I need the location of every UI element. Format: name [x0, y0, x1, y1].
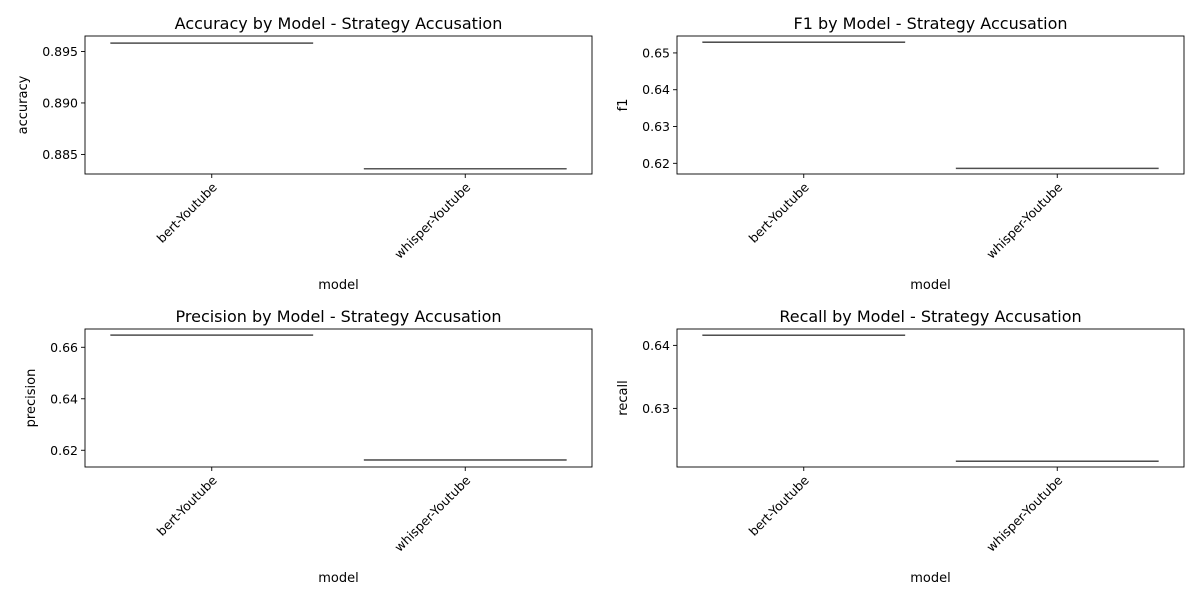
x-tick-label: bert-Youtube [746, 179, 812, 245]
panel-title: Recall by Model - Strategy Accusation [779, 307, 1081, 326]
plot-frame [676, 328, 1185, 468]
panel-title: Accuracy by Model - Strategy Accusation [175, 14, 503, 33]
y-ticks: 0.62 0.63 0.64 0.65 [642, 45, 677, 171]
boxes [702, 334, 1159, 463]
plot-frame [84, 35, 593, 175]
x-axis-label: model [910, 571, 950, 586]
y-ticks: 0.63 0.64 [642, 338, 677, 416]
y-axis-label: accuracy [16, 75, 31, 134]
x-ticks: bert-Youtube whisper-Youtube [154, 467, 474, 555]
x-axis-label: model [318, 571, 358, 586]
x-axis-label: model [318, 278, 358, 293]
y-axis-label: f1 [616, 99, 631, 112]
x-ticks: bert-Youtube whisper-Youtube [746, 174, 1066, 262]
y-axis-label: recall [616, 380, 631, 415]
x-axis-label: model [910, 278, 950, 293]
x-ticks: bert-Youtube whisper-Youtube [746, 467, 1066, 555]
panel-f1: F1 by Model - Strategy Accusation f1 mod… [616, 14, 1185, 293]
x-tick-label: whisper-Youtube [983, 179, 1065, 261]
x-ticks: bert-Youtube whisper-Youtube [154, 174, 474, 262]
panel-title: Precision by Model - Strategy Accusation [176, 307, 502, 326]
panel-recall: Recall by Model - Strategy Accusation re… [616, 307, 1185, 586]
boxes [110, 42, 567, 170]
y-tick-label: 0.63 [642, 401, 670, 416]
panel-title: F1 by Model - Strategy Accusation [794, 14, 1068, 33]
y-tick-label: 0.66 [50, 340, 78, 355]
plot-frame [676, 35, 1185, 175]
y-tick-label: 0.62 [642, 156, 670, 171]
x-tick-label: whisper-Youtube [391, 179, 473, 261]
x-tick-label: whisper-Youtube [391, 472, 473, 554]
y-tick-label: 0.890 [42, 95, 78, 110]
y-axis-label: precision [24, 369, 39, 428]
x-tick-label: bert-Youtube [154, 179, 220, 245]
boxes [110, 334, 567, 461]
y-tick-label: 0.895 [42, 44, 78, 59]
y-tick-label: 0.64 [50, 391, 78, 406]
panel-precision: Precision by Model - Strategy Accusation… [24, 307, 593, 586]
x-tick-label: bert-Youtube [746, 472, 812, 538]
x-tick-label: whisper-Youtube [983, 472, 1065, 554]
x-tick-label: bert-Youtube [154, 472, 220, 538]
y-tick-label: 0.885 [42, 147, 78, 162]
boxes [702, 41, 1159, 170]
y-ticks: 0.885 0.890 0.895 [42, 44, 85, 162]
panel-accuracy: Accuracy by Model - Strategy Accusation … [16, 14, 593, 293]
plot-frame [84, 328, 593, 468]
y-tick-label: 0.64 [642, 338, 670, 353]
y-tick-label: 0.65 [642, 45, 670, 60]
y-ticks: 0.62 0.64 0.66 [50, 340, 85, 458]
y-tick-label: 0.62 [50, 443, 78, 458]
y-tick-label: 0.63 [642, 119, 670, 134]
y-tick-label: 0.64 [642, 82, 670, 97]
